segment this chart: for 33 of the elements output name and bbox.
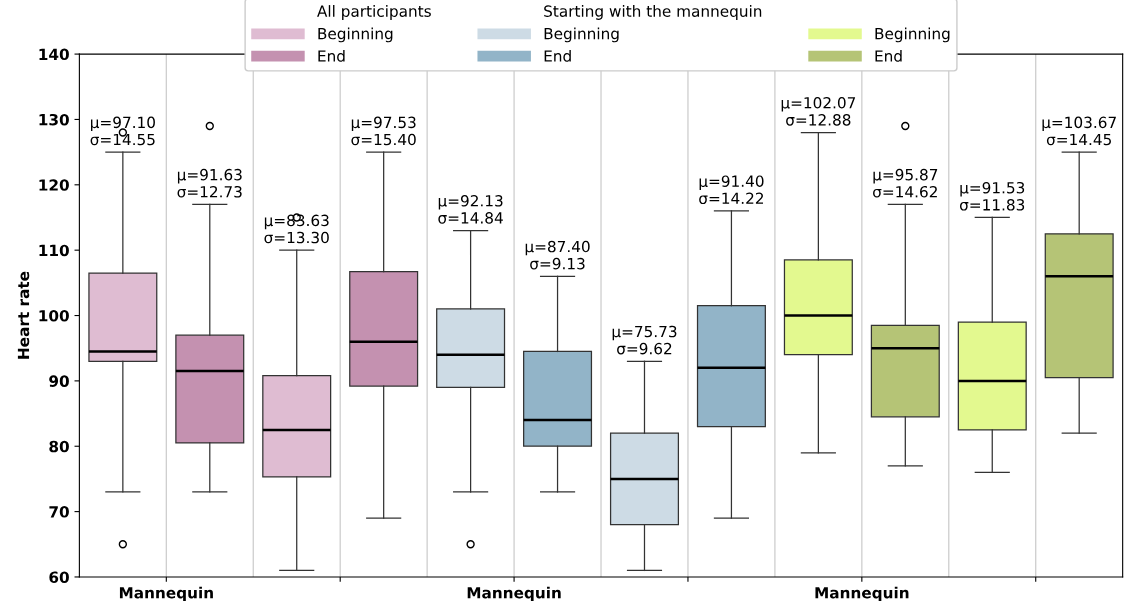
legend-label: Beginning	[544, 27, 619, 43]
y-tick-label: 120	[39, 179, 69, 191]
y-tick-label: 60	[49, 571, 69, 583]
x-tick-label: Mannequin	[119, 586, 213, 601]
legend-label: End	[875, 49, 902, 62]
annotation: μ=75.73 σ=9.62	[612, 325, 677, 355]
x-tick-label: Mannequin	[815, 586, 909, 601]
annotation: μ=95.87 σ=14.62	[873, 168, 938, 198]
legend-label: End	[544, 49, 571, 62]
annotation: μ=97.10 σ=14.55	[90, 116, 155, 146]
x-tick-label: Mannequin	[467, 586, 561, 601]
y-tick-label: 130	[39, 113, 69, 126]
y-tick-label: 110	[39, 244, 69, 257]
annotation: μ=83.63 σ=13.30	[264, 214, 329, 244]
annotation: μ=97.53 σ=15.40	[351, 116, 416, 146]
text: All participants	[317, 5, 431, 20]
annotation: μ=103.67 σ=14.45	[1042, 116, 1116, 146]
annotation: μ=87.40 σ=9.13	[525, 240, 590, 270]
y-tick-label: 140	[39, 48, 69, 61]
y-tick-label: 80	[49, 440, 69, 453]
text: Starting with the mannequin	[544, 5, 762, 20]
legend-label: Beginning	[875, 27, 950, 43]
y-tick-label: 70	[49, 506, 69, 518]
annotation: μ=91.63 σ=12.73	[177, 168, 242, 198]
y-axis-title: Heart rate	[17, 271, 30, 359]
annotation: μ=91.40 σ=14.22	[699, 175, 764, 205]
annotation: μ=92.13 σ=14.84	[438, 195, 503, 224]
y-tick-label: 100	[39, 309, 69, 322]
legend-label: End	[318, 49, 345, 62]
annotation: μ=91.53 σ=11.83	[959, 181, 1025, 211]
legend-label: Beginning	[318, 27, 393, 43]
annotation: μ=102.07 σ=12.88	[781, 96, 856, 126]
y-tick-label: 90	[49, 375, 69, 387]
